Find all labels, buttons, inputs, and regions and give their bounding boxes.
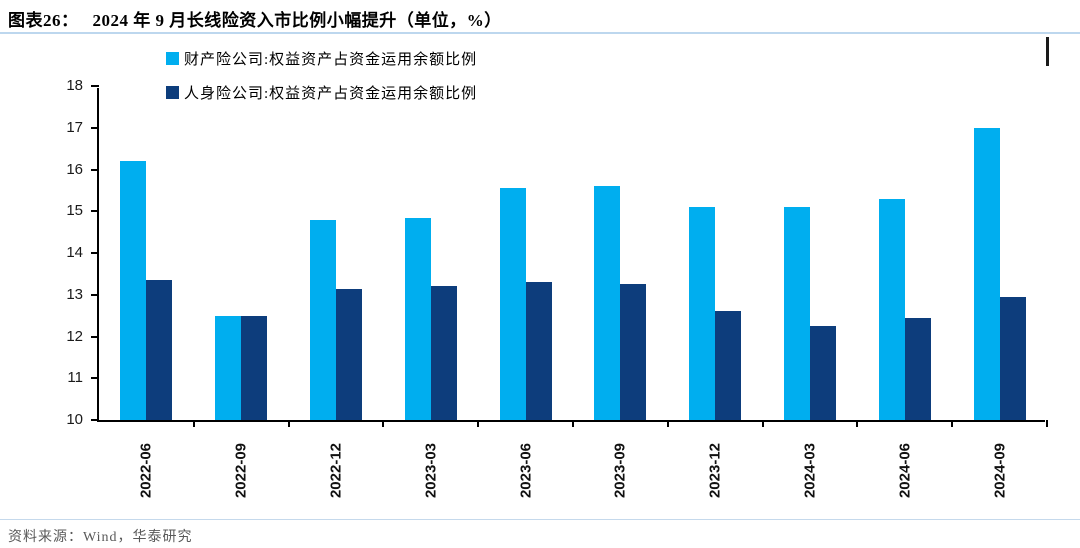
figure-title-text: 2024 年 9 月长线险资入市比例小幅提升（单位，%） — [92, 11, 502, 30]
property-insurer-bar — [309, 219, 336, 420]
life-insurer-bar — [335, 288, 362, 420]
bar-chart-plot-area: 10 11 12 13 14 15 16 17 18 2022-06 2022-09 2022-12 2… — [66, 77, 1048, 498]
x-axis-tick — [477, 420, 480, 427]
bar-group — [952, 88, 1047, 420]
data-source-note: 资料来源：Wind，华泰研究 — [8, 530, 193, 545]
bar-group — [573, 88, 668, 420]
text-cursor-artifact — [1046, 37, 1049, 66]
x-axis-category-label: 2024-09 — [991, 442, 1009, 499]
x-axis-tick — [1046, 420, 1048, 427]
life-insurer-bar — [715, 311, 742, 420]
legend-swatch-icon — [166, 86, 179, 99]
x-axis-category-label: 2022-09 — [232, 442, 250, 499]
x-axis-tick — [666, 420, 669, 427]
x-axis-tick — [761, 420, 764, 427]
life-insurer-bar — [620, 284, 647, 420]
y-axis-tick — [91, 252, 99, 254]
property-insurer-bar — [120, 161, 147, 420]
bar-group — [763, 88, 858, 420]
y-axis-tick — [91, 126, 99, 129]
y-axis-tick-label: 13 — [66, 285, 83, 303]
bar-group — [383, 88, 478, 420]
y-axis-tick — [91, 377, 99, 380]
chart-legend: 财产险公司:权益资产占资金运用余额比例 人身险公司:权益资产占资金运用余额比例 — [166, 48, 477, 116]
x-axis-category-label: 2023-03 — [422, 442, 440, 499]
life-insurer-bar — [904, 317, 931, 420]
y-axis-tick-label: 11 — [67, 369, 83, 387]
x-axis-category-label: 2023-09 — [611, 442, 629, 499]
life-insurer-bar — [525, 282, 552, 420]
x-axis-category-label: 2023-06 — [517, 442, 535, 499]
x-axis-tick — [287, 420, 290, 427]
y-axis-tick — [91, 85, 99, 87]
y-axis-tick-label: 17 — [66, 118, 83, 136]
y-axis-tick-label: 12 — [66, 327, 83, 345]
life-insurer-bar — [809, 326, 836, 420]
footer-divider — [0, 519, 1080, 520]
y-axis-tick — [91, 210, 99, 213]
x-axis-category-label: 2023-12 — [706, 442, 724, 499]
figure-number: 图表26： — [8, 11, 79, 30]
legend-item: 人身险公司:权益资产占资金运用余额比例 — [166, 82, 477, 103]
y-axis-tick — [91, 419, 99, 421]
x-axis-category-label: 2022-12 — [327, 442, 345, 499]
bar-group — [857, 88, 952, 420]
y-axis-tick-label: 10 — [66, 411, 83, 428]
y-axis-tick-label: 14 — [66, 244, 83, 261]
x-axis-category-label: 2024-03 — [801, 442, 819, 499]
legend-label: 人身险公司:权益资产占资金运用余额比例 — [184, 86, 478, 102]
title-divider — [0, 32, 1080, 34]
property-insurer-bar — [404, 217, 431, 420]
bar-group — [194, 88, 289, 420]
property-insurer-bar — [594, 186, 621, 420]
y-axis-tick — [91, 168, 99, 171]
property-insurer-bar — [973, 127, 1000, 420]
legend-swatch-icon — [166, 52, 179, 65]
bar-group — [668, 88, 763, 420]
y-axis-tick — [91, 293, 99, 296]
y-axis-tick — [91, 335, 99, 338]
bar-group — [99, 88, 194, 420]
property-insurer-bar — [878, 198, 905, 420]
x-axis-tick — [856, 420, 859, 427]
bar-group — [289, 88, 384, 420]
legend-item: 财产险公司:权益资产占资金运用余额比例 — [166, 48, 477, 69]
x-axis-tick — [572, 420, 574, 427]
x-axis-category-label: 2022-06 — [137, 442, 155, 499]
legend-label: 财产险公司:权益资产占资金运用余额比例 — [184, 52, 478, 68]
x-axis-tick — [192, 420, 195, 427]
y-axis-tick-label: 15 — [66, 202, 83, 220]
x-axis-category-label: 2024-06 — [896, 442, 914, 499]
x-axis-tick — [382, 420, 385, 427]
property-insurer-bar — [215, 315, 242, 420]
x-axis-tick — [951, 420, 954, 427]
property-insurer-bar — [499, 188, 526, 420]
property-insurer-bar — [689, 207, 716, 420]
life-insurer-bar — [430, 286, 457, 420]
y-axis-tick-label: 18 — [66, 77, 83, 94]
property-insurer-bar — [783, 207, 810, 420]
life-insurer-bar — [146, 280, 173, 420]
bar-group — [478, 88, 573, 420]
page-title: 图表26： 2024 年 9 月长线险资入市比例小幅提升（单位，%） — [8, 6, 502, 31]
life-insurer-bar — [999, 296, 1026, 420]
y-axis-tick-label: 16 — [66, 160, 83, 178]
life-insurer-bar — [241, 315, 268, 420]
